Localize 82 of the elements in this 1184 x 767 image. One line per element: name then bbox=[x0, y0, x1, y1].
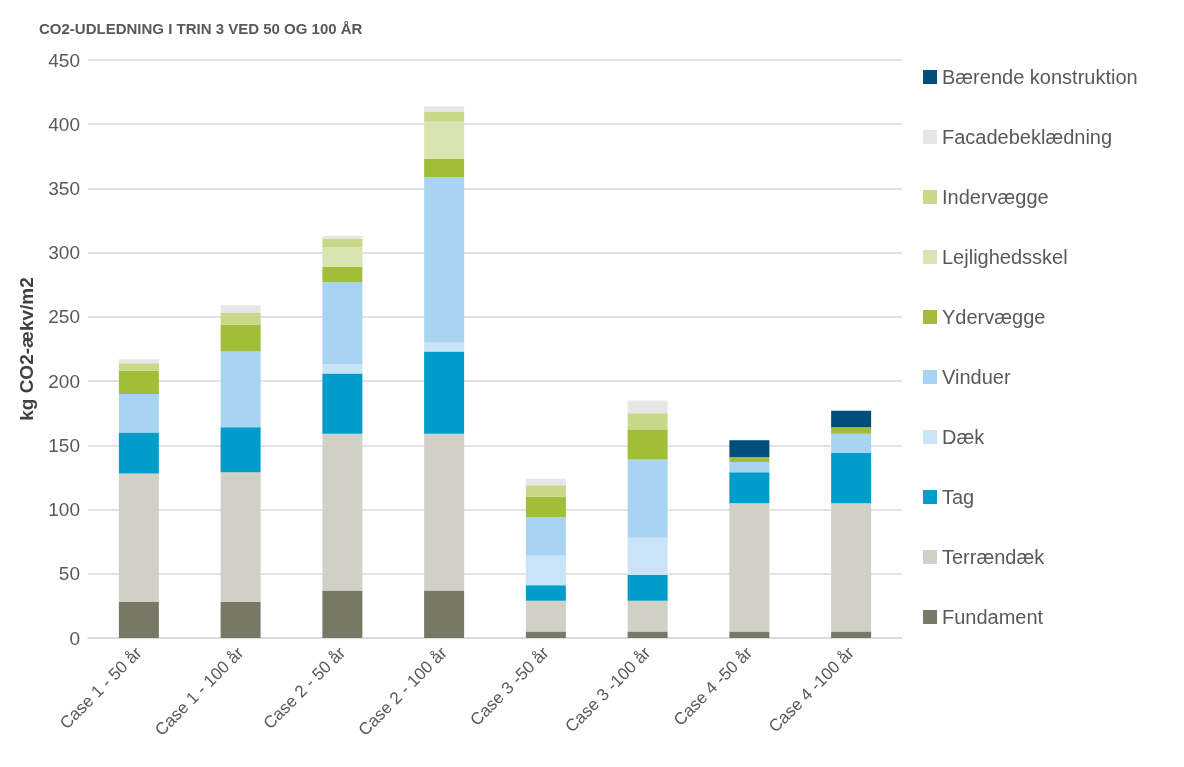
bar bbox=[424, 351, 465, 434]
bar bbox=[729, 503, 770, 632]
y-tick-label: 400 bbox=[48, 113, 80, 135]
y-tick-label: 350 bbox=[48, 177, 80, 199]
bar bbox=[220, 305, 261, 314]
bar bbox=[118, 432, 159, 474]
bar bbox=[220, 351, 261, 428]
bar bbox=[424, 590, 465, 638]
bar bbox=[729, 462, 770, 473]
bar bbox=[220, 313, 261, 325]
bar bbox=[831, 433, 872, 454]
bar bbox=[118, 473, 159, 603]
legend-label: Vinduer bbox=[942, 366, 1011, 388]
bar bbox=[118, 370, 159, 394]
y-tick-label: 300 bbox=[48, 242, 80, 264]
bar bbox=[322, 282, 363, 365]
bar bbox=[831, 453, 872, 504]
bar bbox=[627, 575, 668, 601]
bar bbox=[627, 631, 668, 638]
bar bbox=[525, 631, 566, 638]
bar bbox=[831, 410, 872, 428]
bar bbox=[525, 585, 566, 601]
bar bbox=[627, 400, 668, 414]
y-tick-label: 250 bbox=[48, 306, 80, 328]
legend-label: Ydervægge bbox=[942, 306, 1046, 328]
bar bbox=[627, 429, 668, 460]
legend-label: Bærende konstruktion bbox=[942, 66, 1138, 88]
bar bbox=[525, 478, 566, 486]
bar bbox=[525, 555, 566, 586]
bar bbox=[424, 106, 465, 112]
bar bbox=[627, 459, 668, 538]
bar bbox=[118, 359, 159, 364]
bar bbox=[322, 266, 363, 283]
bar bbox=[424, 176, 465, 343]
y-tick-label: 200 bbox=[48, 370, 80, 392]
y-tick-label: 100 bbox=[48, 499, 80, 521]
bar bbox=[322, 373, 363, 434]
bar bbox=[729, 440, 770, 457]
legend-label: Indervægge bbox=[942, 186, 1049, 208]
bar bbox=[424, 433, 465, 591]
bar bbox=[831, 631, 872, 638]
legend-label: Terrændæk bbox=[942, 546, 1046, 568]
bar bbox=[322, 247, 363, 267]
bar bbox=[322, 235, 363, 239]
bar bbox=[729, 472, 770, 504]
bar bbox=[322, 238, 363, 248]
bar bbox=[118, 393, 159, 433]
bar bbox=[322, 433, 363, 591]
bar bbox=[831, 427, 872, 434]
legend-label: Facadebeklædning bbox=[942, 126, 1113, 148]
y-tick-label: 150 bbox=[48, 434, 80, 456]
bar bbox=[525, 496, 566, 518]
bar bbox=[220, 427, 261, 473]
bar bbox=[220, 324, 261, 352]
bar bbox=[627, 413, 668, 430]
bar bbox=[729, 456, 770, 463]
bar bbox=[322, 364, 363, 374]
bar bbox=[424, 111, 465, 122]
chart-title: CO2-UDLEDNING I TRIN 3 VED 50 OG 100 ÅR bbox=[39, 20, 363, 37]
y-tick-label: 0 bbox=[69, 627, 80, 649]
bar bbox=[424, 342, 465, 352]
bar bbox=[424, 158, 465, 177]
legend-label: Lejlighedsskel bbox=[942, 246, 1068, 268]
y-axis-title: kg CO2-ækv/m2 bbox=[16, 277, 37, 421]
bar bbox=[220, 602, 261, 638]
legend-label: Fundament bbox=[942, 606, 1044, 628]
bar bbox=[118, 363, 159, 371]
bar bbox=[831, 503, 872, 632]
legend-label: Tag bbox=[942, 486, 975, 508]
bar bbox=[322, 590, 363, 638]
bar bbox=[118, 602, 159, 638]
y-tick-label: 50 bbox=[58, 563, 80, 585]
bar bbox=[627, 537, 668, 576]
bar bbox=[525, 600, 566, 632]
y-tick-label: 450 bbox=[48, 49, 80, 71]
bar bbox=[424, 121, 465, 159]
bar bbox=[729, 631, 770, 638]
legend-label: Dæk bbox=[942, 426, 986, 448]
bar bbox=[220, 472, 261, 603]
bar bbox=[627, 600, 668, 632]
bar bbox=[525, 485, 566, 497]
bar bbox=[525, 517, 566, 556]
